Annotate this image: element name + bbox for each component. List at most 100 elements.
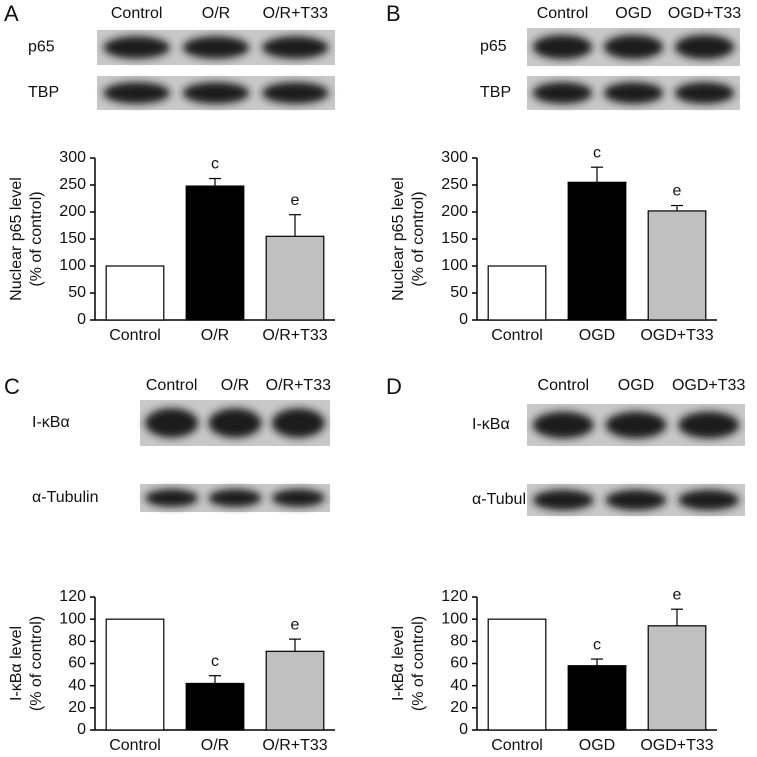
panel-letter: B — [386, 1, 401, 26]
blot-row-label: α-Tubulin — [32, 489, 98, 506]
bar — [105, 265, 165, 321]
y-tick-label: 50 — [68, 284, 86, 301]
y-tick-label: 60 — [68, 655, 86, 672]
blot-band — [208, 489, 262, 507]
blot-band — [532, 489, 594, 511]
y-tick-label: 100 — [59, 610, 86, 627]
y-tick-label: 100 — [441, 257, 468, 274]
y-tick-label: 50 — [450, 284, 468, 301]
bar — [567, 665, 627, 731]
y-tick-label: 120 — [59, 588, 86, 605]
blot-band — [103, 82, 170, 104]
significance-label: e — [673, 183, 682, 200]
blot-band — [145, 408, 199, 438]
blot-row-label: α-Tubulin — [472, 491, 538, 508]
y-tick-label: 250 — [441, 176, 468, 193]
y-tick-label: 300 — [59, 149, 86, 166]
significance-label: e — [291, 616, 300, 633]
bar — [265, 650, 325, 731]
blot-band — [532, 34, 593, 60]
blot-lane-label: O/R+T33 — [266, 377, 331, 394]
significance-label: c — [211, 653, 219, 670]
x-tick-label: OGD — [579, 737, 615, 754]
panel-letter: C — [4, 374, 20, 399]
significance-label: e — [673, 586, 682, 603]
y-axis-label: (% of control) — [410, 616, 427, 711]
error-bar — [671, 204, 683, 211]
blot-lane-label: OGD — [618, 377, 654, 394]
y-tick-label: 250 — [59, 176, 86, 193]
y-tick-label: 120 — [441, 588, 468, 605]
panel-letter: A — [4, 1, 19, 26]
blot-band — [678, 411, 740, 439]
bar — [105, 618, 165, 731]
y-axis-label: (% of control) — [28, 616, 45, 711]
y-tick-label: 20 — [450, 699, 468, 716]
blot-band — [532, 82, 593, 104]
bar — [185, 185, 245, 321]
x-tick-label: O/R — [201, 737, 229, 754]
blot-lane-label: Control — [111, 5, 163, 22]
y-tick-label: 300 — [441, 149, 468, 166]
y-axis-label: Nuclear p65 level — [8, 177, 25, 301]
error-bar — [209, 675, 221, 684]
y-tick-label: 100 — [59, 257, 86, 274]
bar — [567, 181, 627, 321]
blot-row-label: I-κBα — [472, 416, 510, 433]
y-axis-label: (% of control) — [410, 191, 427, 286]
error-bar — [209, 177, 221, 187]
significance-label: c — [593, 636, 601, 653]
blot-band — [182, 36, 250, 59]
y-axis-label: (% of control) — [28, 191, 45, 286]
blot-band — [271, 408, 325, 438]
y-tick-label: 20 — [68, 699, 86, 716]
bar — [185, 682, 245, 731]
blot-row-label: p65 — [28, 39, 55, 56]
error-bar — [591, 166, 603, 183]
error-bar — [671, 608, 683, 626]
blot-band — [605, 489, 667, 511]
x-tick-label: O/R — [201, 327, 229, 344]
error-bar — [289, 638, 301, 652]
blot-band — [605, 411, 667, 439]
significance-label: c — [211, 156, 219, 173]
bar — [487, 618, 547, 731]
y-tick-label: 0 — [459, 311, 468, 328]
x-tick-label: Control — [109, 737, 161, 754]
y-axis-label: Nuclear p65 level — [390, 177, 407, 301]
y-tick-label: 150 — [441, 230, 468, 247]
y-tick-label: 40 — [450, 677, 468, 694]
bar — [487, 265, 547, 321]
error-bar — [591, 658, 603, 666]
blot-band — [262, 82, 329, 104]
blot-band — [262, 36, 329, 59]
blot-lane-label: OGD+T33 — [672, 377, 745, 394]
y-tick-label: 40 — [68, 677, 86, 694]
blot-row-label: p65 — [480, 38, 507, 55]
significance-label: e — [291, 192, 300, 209]
blot-lane-label: O/R+T33 — [263, 5, 328, 22]
blot-band — [678, 489, 740, 511]
y-tick-label: 0 — [77, 721, 86, 738]
x-tick-label: Control — [491, 327, 543, 344]
blot-band — [182, 82, 250, 104]
bar — [265, 235, 325, 321]
blot-band — [603, 82, 664, 104]
blot-band — [674, 82, 735, 104]
y-tick-label: 150 — [59, 230, 86, 247]
blot-band — [674, 34, 735, 60]
blot-lane-label: OGD — [615, 5, 651, 22]
y-tick-label: 0 — [77, 311, 86, 328]
x-tick-label: OGD — [579, 327, 615, 344]
blot-band — [103, 36, 170, 59]
x-tick-label: Control — [109, 327, 161, 344]
blot-row-label: TBP — [28, 84, 59, 101]
blot-band — [271, 489, 325, 507]
bar — [647, 625, 707, 731]
y-tick-label: 200 — [59, 203, 86, 220]
blot-lane-label: O/R — [221, 377, 249, 394]
blot-band — [603, 34, 664, 60]
y-tick-label: 80 — [450, 633, 468, 650]
x-tick-label: O/R+T33 — [262, 327, 327, 344]
